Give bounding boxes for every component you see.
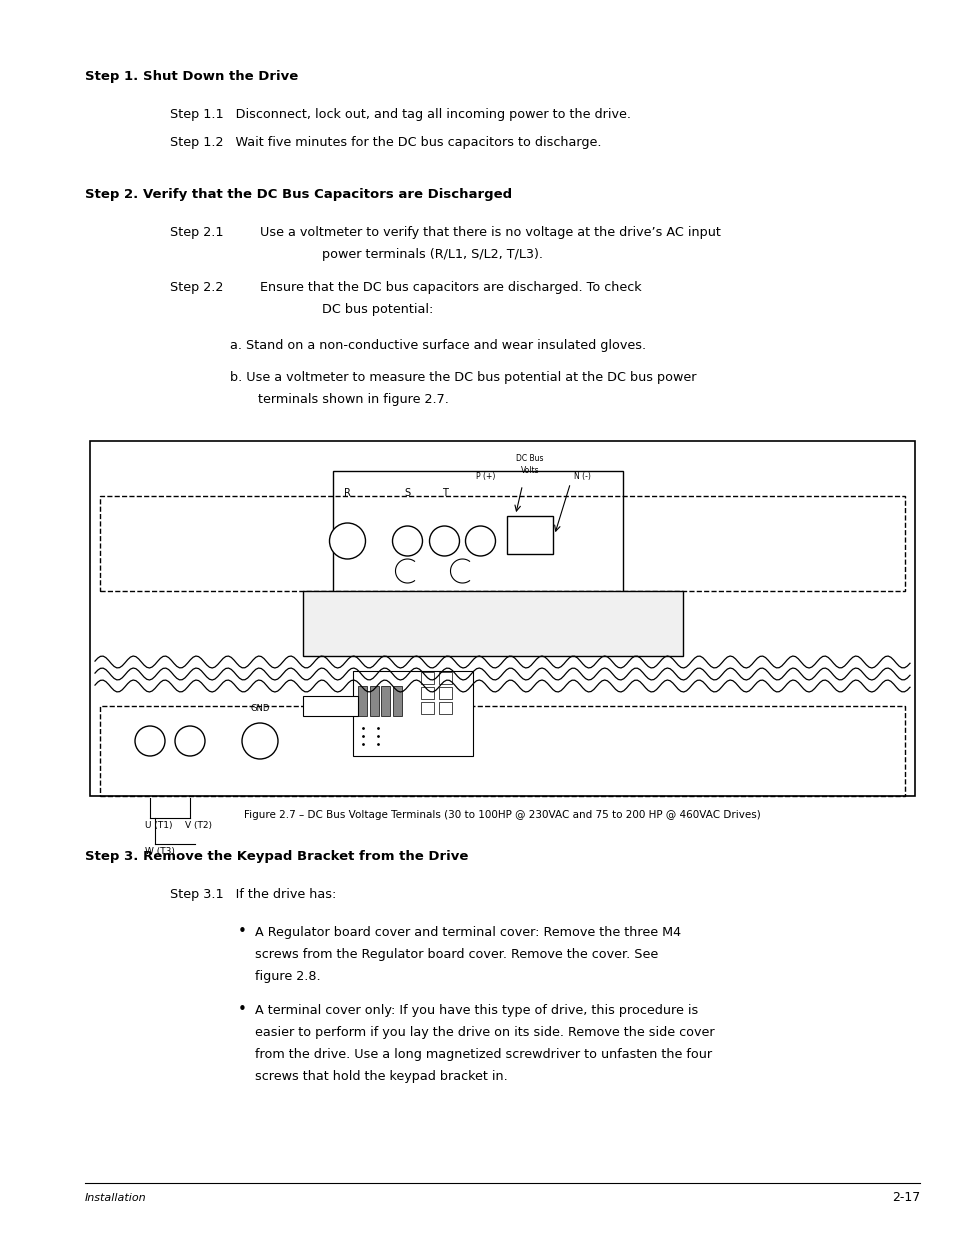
Bar bbox=[302, 592, 681, 656]
Text: P (+): P (+) bbox=[476, 472, 495, 480]
Text: Volts: Volts bbox=[520, 466, 538, 475]
Text: GND: GND bbox=[250, 704, 270, 713]
Text: Step 1.2   Wait five minutes for the DC bus capacitors to discharge.: Step 1.2 Wait five minutes for the DC bu… bbox=[170, 136, 601, 149]
Circle shape bbox=[135, 726, 165, 756]
Text: screws that hold the keypad bracket in.: screws that hold the keypad bracket in. bbox=[254, 1070, 507, 1083]
Bar bbox=[393, 685, 402, 716]
Text: Step 2.1: Step 2.1 bbox=[170, 226, 223, 240]
Text: power terminals (R/L1, S/L2, T/L3).: power terminals (R/L1, S/L2, T/L3). bbox=[322, 248, 542, 261]
Bar bbox=[438, 672, 452, 684]
Text: from the drive. Use a long magnetized screwdriver to unfasten the four: from the drive. Use a long magnetized sc… bbox=[254, 1049, 711, 1061]
Circle shape bbox=[392, 526, 422, 556]
Text: Step 1.: Step 1. bbox=[85, 70, 138, 83]
Text: U (T1): U (T1) bbox=[145, 821, 172, 830]
Text: A Regulator board cover and terminal cover: Remove the three M4: A Regulator board cover and terminal cov… bbox=[254, 926, 680, 939]
Text: •: • bbox=[237, 1002, 247, 1016]
Bar bbox=[100, 496, 904, 592]
Text: DC bus potential:: DC bus potential: bbox=[322, 303, 433, 316]
Text: terminals shown in figure 2.7.: terminals shown in figure 2.7. bbox=[257, 393, 449, 406]
Bar bbox=[369, 685, 378, 716]
Circle shape bbox=[242, 722, 277, 760]
Circle shape bbox=[329, 522, 365, 559]
Text: Figure 2.7 – DC Bus Voltage Terminals (30 to 100HP @ 230VAC and 75 to 200 HP @ 4: Figure 2.7 – DC Bus Voltage Terminals (3… bbox=[244, 810, 760, 820]
Text: Step 1.1   Disconnect, lock out, and tag all incoming power to the drive.: Step 1.1 Disconnect, lock out, and tag a… bbox=[170, 107, 630, 121]
Text: V (T2): V (T2) bbox=[185, 821, 212, 830]
Bar bbox=[90, 441, 914, 797]
Bar bbox=[438, 687, 452, 699]
Bar bbox=[420, 701, 434, 714]
Circle shape bbox=[465, 526, 495, 556]
Bar bbox=[357, 685, 366, 716]
Bar bbox=[100, 706, 904, 797]
Bar bbox=[352, 671, 472, 756]
Text: N (-): N (-) bbox=[574, 472, 590, 480]
Text: A terminal cover only: If you have this type of drive, this procedure is: A terminal cover only: If you have this … bbox=[254, 1004, 698, 1016]
Text: b. Use a voltmeter to measure the DC bus potential at the DC bus power: b. Use a voltmeter to measure the DC bus… bbox=[230, 370, 696, 384]
Text: Shut Down the Drive: Shut Down the Drive bbox=[143, 70, 298, 83]
Text: Remove the Keypad Bracket from the Drive: Remove the Keypad Bracket from the Drive bbox=[143, 850, 468, 863]
Text: T: T bbox=[441, 488, 447, 498]
Text: Verify that the DC Bus Capacitors are Discharged: Verify that the DC Bus Capacitors are Di… bbox=[143, 188, 512, 201]
Bar bbox=[507, 516, 552, 555]
Bar bbox=[333, 471, 622, 597]
Text: easier to perform if you lay the drive on its side. Remove the side cover: easier to perform if you lay the drive o… bbox=[254, 1026, 714, 1039]
Bar bbox=[420, 687, 434, 699]
Text: R: R bbox=[344, 488, 351, 498]
Text: S: S bbox=[404, 488, 410, 498]
Text: 2-17: 2-17 bbox=[891, 1191, 919, 1204]
Text: Step 2.: Step 2. bbox=[85, 188, 138, 201]
Text: DC Bus: DC Bus bbox=[516, 454, 543, 463]
Bar bbox=[381, 685, 390, 716]
Text: screws from the Regulator board cover. Remove the cover. See: screws from the Regulator board cover. R… bbox=[254, 948, 658, 961]
Text: figure 2.8.: figure 2.8. bbox=[254, 969, 320, 983]
Text: Installation: Installation bbox=[85, 1193, 147, 1203]
Text: a. Stand on a non-conductive surface and wear insulated gloves.: a. Stand on a non-conductive surface and… bbox=[230, 338, 645, 352]
Text: •: • bbox=[237, 924, 247, 939]
Text: Step 2.2: Step 2.2 bbox=[170, 282, 223, 294]
Text: Step 3.1   If the drive has:: Step 3.1 If the drive has: bbox=[170, 888, 336, 902]
Text: Use a voltmeter to verify that there is no voltage at the drive’s AC input: Use a voltmeter to verify that there is … bbox=[260, 226, 720, 240]
Text: W (T3): W (T3) bbox=[145, 847, 174, 856]
Text: Ensure that the DC bus capacitors are discharged. To check: Ensure that the DC bus capacitors are di… bbox=[260, 282, 641, 294]
Bar bbox=[438, 701, 452, 714]
Circle shape bbox=[174, 726, 205, 756]
Text: Step 3.: Step 3. bbox=[85, 850, 138, 863]
Bar bbox=[420, 672, 434, 684]
Circle shape bbox=[429, 526, 459, 556]
Bar bbox=[302, 697, 357, 716]
